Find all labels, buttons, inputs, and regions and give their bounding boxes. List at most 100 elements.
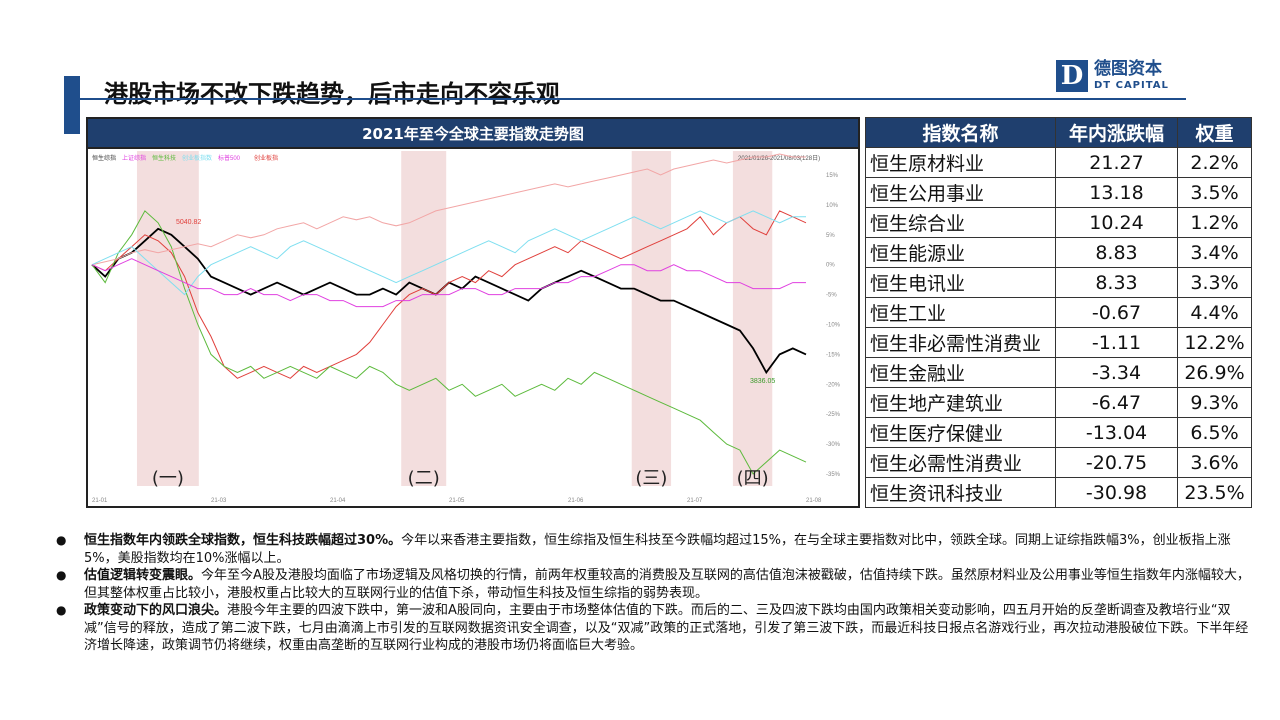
- row-name-cell: 恒生医疗保健业: [865, 417, 1056, 448]
- annotation-label: 5040.82: [176, 219, 201, 226]
- title-accent-bar: [64, 76, 80, 134]
- row-name-cell: 恒生能源业: [865, 237, 1056, 268]
- header-weight: 权重: [1177, 117, 1252, 148]
- row-weight-cell: 9.3%: [1177, 387, 1252, 418]
- row-change-cell: -30.98: [1055, 477, 1178, 508]
- period-shade: [631, 151, 672, 486]
- logo-mark-icon: D: [1056, 60, 1088, 92]
- table-row: 恒生非必需性消费业 -1.11 12.2%: [865, 327, 1252, 358]
- x-tick-label: 21-03: [211, 498, 227, 504]
- row-change-cell: 8.33: [1055, 267, 1178, 298]
- bullet-text: 今年以来香港主要指数，恒生综指及恒生科技至今跌幅均超过15%，在与全球主要指数对…: [84, 533, 1231, 566]
- y-tick-label: -20%: [826, 382, 841, 388]
- annotation-label: 3836.05: [750, 378, 775, 385]
- row-name-cell: 恒生资讯科技业: [865, 477, 1056, 508]
- row-name-cell: 恒生必需性消费业: [865, 447, 1056, 478]
- table-row: 恒生原材料业 21.27 2.2%: [865, 147, 1252, 178]
- row-name-cell: 恒生地产建筑业: [865, 387, 1056, 418]
- series-line: [91, 210, 807, 475]
- series-line: [91, 210, 807, 379]
- series-line: [91, 227, 807, 375]
- x-tick-label: 21-06: [568, 498, 584, 504]
- index-table: 指数名称 年内涨跌幅 权重 恒生原材料业 21.27 2.2% 恒生公用事业 13.18…: [865, 117, 1252, 508]
- bullet-item: 恒生指数年内领跌全球指数，恒生科技跌幅超过30%。今年以来香港主要指数，恒生综指…: [56, 532, 1252, 567]
- legend-label: 标普500: [218, 154, 241, 162]
- table-row: 恒生能源业 8.83 3.4%: [865, 237, 1252, 268]
- bullet-heading: 政策变动下的风口浪尖。: [84, 603, 228, 618]
- row-change-cell: 8.83: [1055, 237, 1178, 268]
- y-tick-label: -35%: [826, 472, 841, 478]
- chart-title: 2021年至今全球主要指数走势图: [88, 119, 858, 149]
- logo-en-text: DT CAPITAL: [1094, 80, 1169, 92]
- x-tick-label: 21-05: [449, 498, 465, 504]
- row-change-cell: 10.24: [1055, 207, 1178, 238]
- x-tick-label: 21-04: [330, 498, 346, 504]
- series-line: [91, 258, 806, 308]
- logo-cn-text: 德图资本: [1094, 59, 1162, 80]
- title-rule: [64, 98, 1186, 100]
- row-name-cell: 恒生电讯业: [865, 267, 1056, 298]
- bullet-text: 今年至今A股及港股均面临了市场逻辑及风格切换的行情，前两年权重较高的消费股及互联…: [84, 568, 1250, 601]
- y-tick-label: -25%: [826, 412, 841, 418]
- bullet-item: 政策变动下的风口浪尖。港股今年主要的四波下跌中，第一波和A股同向，主要由于市场整…: [56, 602, 1252, 655]
- legend-label: 恒生综指: [92, 154, 116, 162]
- row-change-cell: -0.67: [1055, 297, 1178, 328]
- row-weight-cell: 12.2%: [1177, 327, 1252, 358]
- row-change-cell: -3.34: [1055, 357, 1178, 388]
- series-line: [91, 210, 806, 296]
- table-row: 恒生综合业 10.24 1.2%: [865, 207, 1252, 238]
- chart-panel: 2021年至今全球主要指数走势图 恒生综指 上证综指 恒生科技 创业板指数 标普500 创…: [86, 117, 860, 508]
- row-weight-cell: 26.9%: [1177, 357, 1252, 388]
- table-row: 恒生地产建筑业 -6.47 9.3%: [865, 387, 1252, 418]
- page-title: 港股市场不改下跌趋势，后市走向不容乐观: [104, 80, 560, 108]
- period-label: (四): [737, 468, 769, 489]
- period-shade: [401, 151, 447, 486]
- period-label: (一): [152, 468, 184, 489]
- table-row: 恒生必需性消费业 -20.75 3.6%: [865, 447, 1252, 478]
- period-shade: [732, 151, 773, 486]
- legend-label: 恒生科技: [152, 154, 176, 162]
- x-tick-label: 21-07: [687, 498, 703, 504]
- row-name-cell: 恒生原材料业: [865, 147, 1056, 178]
- bullet-heading: 恒生指数年内领跌全球指数，恒生科技跌幅超过30%。: [84, 533, 402, 548]
- row-weight-cell: 3.4%: [1177, 237, 1252, 268]
- series-line: [91, 153, 806, 266]
- row-change-cell: 21.27: [1055, 147, 1178, 178]
- period-label: (二): [408, 468, 440, 489]
- row-weight-cell: 1.2%: [1177, 207, 1252, 238]
- legend-label: 创业板指: [254, 154, 278, 162]
- row-weight-cell: 2.2%: [1177, 147, 1252, 178]
- bullet-heading: 估值逻辑转变震眼。: [84, 568, 202, 583]
- table-row: 恒生电讯业 8.33 3.3%: [865, 267, 1252, 298]
- y-tick-label: 10%: [826, 203, 839, 209]
- row-weight-cell: 23.5%: [1177, 477, 1252, 508]
- bullet-item: 估值逻辑转变震眼。今年至今A股及港股均面临了市场逻辑及风格切换的行情，前两年权重…: [56, 567, 1252, 602]
- y-tick-label: -30%: [826, 442, 841, 448]
- row-name-cell: 恒生综合业: [865, 207, 1056, 238]
- row-change-cell: 13.18: [1055, 177, 1178, 208]
- row-change-cell: -6.47: [1055, 387, 1178, 418]
- y-tick-label: -10%: [826, 323, 841, 329]
- bullet-text: 港股今年主要的四波下跌中，第一波和A股同向，主要由于市场整体估值的下跌。而后的二…: [84, 603, 1249, 653]
- company-logo: D 德图资本 DT CAPITAL: [1056, 60, 1169, 92]
- period-label: (三): [635, 468, 667, 489]
- legend-label: 创业板指数: [182, 154, 212, 162]
- table-row: 恒生金融业 -3.34 26.9%: [865, 357, 1252, 388]
- legend-label: 上证综指: [122, 154, 146, 162]
- table-row: 恒生医疗保健业 -13.04 6.5%: [865, 417, 1252, 448]
- row-name-cell: 恒生非必需性消费业: [865, 327, 1056, 358]
- row-name-cell: 恒生公用事业: [865, 177, 1056, 208]
- index-line-chart: 恒生综指 上证综指 恒生科技 创业板指数 标普500 创业板指 2021/01/26-202…: [91, 151, 841, 504]
- y-tick-label: -5%: [826, 293, 837, 299]
- table-row: 恒生公用事业 13.18 3.5%: [865, 177, 1252, 208]
- row-weight-cell: 3.6%: [1177, 447, 1252, 478]
- y-tick-label: 15%: [826, 173, 839, 179]
- x-tick-label: 21-08: [806, 498, 822, 504]
- date-range-label: 2021/01/26-2021/08/03(128日): [738, 155, 820, 162]
- row-change-cell: -20.75: [1055, 447, 1178, 478]
- y-tick-label: -15%: [826, 352, 841, 358]
- table-row: 恒生工业 -0.67 4.4%: [865, 297, 1252, 328]
- header-name: 指数名称: [865, 117, 1056, 148]
- x-tick-label: 21-01: [92, 498, 108, 504]
- row-weight-cell: 3.3%: [1177, 267, 1252, 298]
